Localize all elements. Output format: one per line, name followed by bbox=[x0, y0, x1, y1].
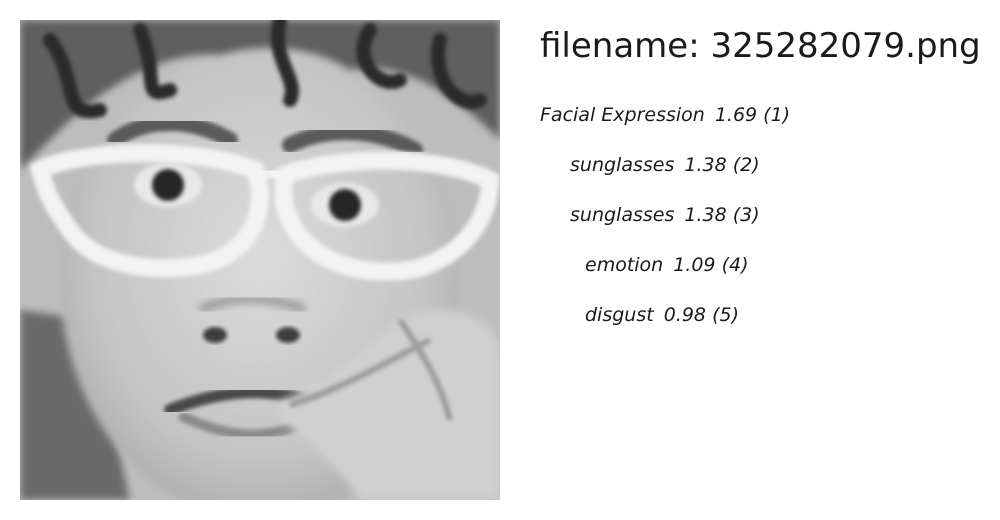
result-rank: (5) bbox=[712, 304, 739, 326]
result-label: Facial Expression bbox=[540, 104, 705, 126]
list-item: emotion 1.09 (4) bbox=[540, 252, 980, 302]
list-item: Facial Expression 1.69 (1) bbox=[540, 102, 980, 152]
face-photo-icon bbox=[20, 20, 500, 500]
result-score: 1.69 bbox=[714, 104, 758, 126]
result-score: 0.98 bbox=[663, 304, 707, 326]
result-rank: (2) bbox=[732, 154, 760, 176]
result-label: sunglasses bbox=[570, 204, 675, 226]
result-label: disgust bbox=[585, 304, 654, 326]
results-list: Facial Expression 1.69 (1) sunglasses 1.38… bbox=[540, 102, 980, 352]
filename-heading: filename: 325282079.png bbox=[540, 26, 981, 66]
result-score: 1.38 bbox=[684, 154, 727, 176]
result-rank: (3) bbox=[732, 204, 760, 226]
result-rank: (1) bbox=[763, 104, 791, 126]
face-photo bbox=[20, 20, 500, 500]
result-rank: (4) bbox=[721, 254, 749, 276]
result-label: sunglasses bbox=[570, 154, 675, 176]
list-item: sunglasses 1.38 (3) bbox=[540, 202, 980, 252]
result-score: 1.09 bbox=[673, 254, 716, 276]
list-item: disgust 0.98 (5) bbox=[540, 302, 980, 352]
result-label: emotion bbox=[585, 254, 664, 276]
result-score: 1.38 bbox=[684, 204, 727, 226]
list-item: sunglasses 1.38 (2) bbox=[540, 152, 980, 202]
